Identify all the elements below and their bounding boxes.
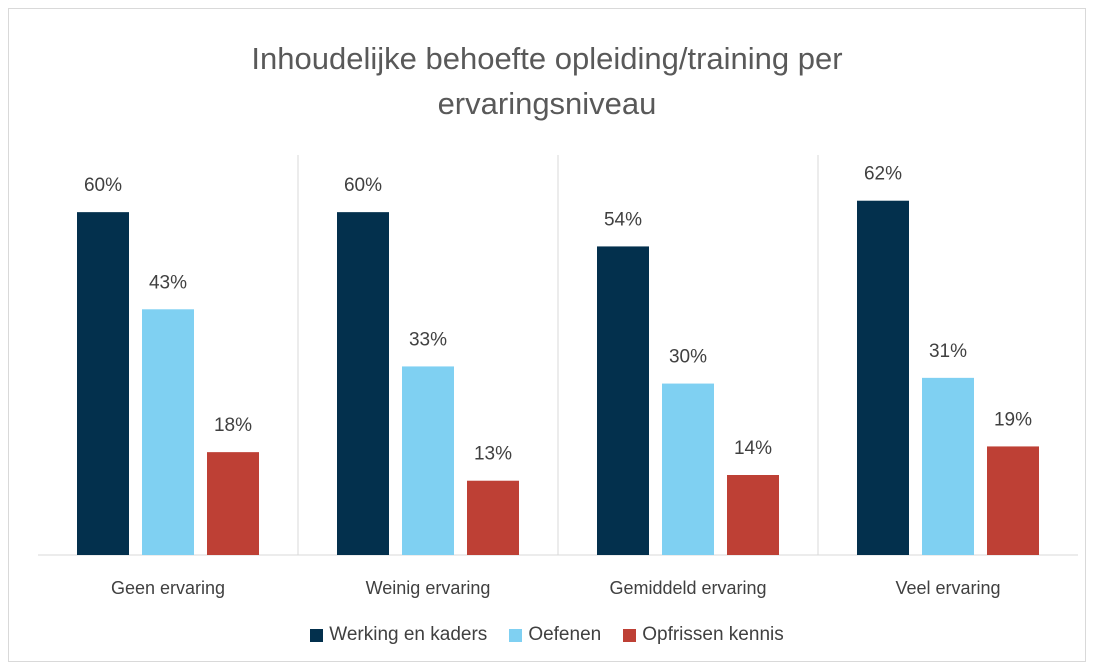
bar (662, 383, 714, 555)
legend-item: Oefenen (509, 624, 601, 646)
data-label: 30% (669, 347, 707, 368)
data-label: 14% (734, 438, 772, 459)
data-label: 31% (929, 341, 967, 362)
chart-title: Inhoudelijke behoefte opleiding/training… (251, 41, 843, 121)
bar (207, 452, 259, 555)
data-label: 18% (214, 415, 252, 436)
data-label: 60% (344, 175, 382, 196)
bar (77, 212, 129, 555)
legend-swatch (509, 628, 523, 642)
data-label: 60% (84, 175, 122, 196)
bar (727, 475, 779, 555)
legend-swatch (310, 628, 324, 642)
x-tick-label: Gemiddeld ervaring (609, 578, 766, 598)
data-label: 33% (409, 329, 447, 350)
x-tick-label: Weinig ervaring (366, 578, 491, 598)
legend-label: Oefenen (528, 624, 602, 645)
data-label: 62% (864, 164, 902, 185)
data-label: 54% (604, 209, 642, 230)
x-tick-label: Geen ervaring (111, 578, 225, 598)
legend-label: Opfrissen kennis (642, 624, 784, 645)
bar (467, 480, 519, 555)
data-label: 19% (994, 409, 1032, 430)
data-label: 43% (149, 272, 187, 293)
bar (142, 309, 194, 555)
data-label: 13% (474, 444, 512, 465)
bar (402, 366, 454, 555)
bar (922, 377, 974, 555)
legend-swatch (623, 628, 637, 642)
legend-item: Werking en kaders (310, 624, 487, 646)
legend: Werking en kaders Oefenen Opfrissen kennis (0, 624, 1094, 646)
bar (857, 200, 909, 555)
bar (597, 246, 649, 555)
legend-label: Werking en kaders (329, 624, 488, 645)
legend-item: Opfrissen kennis (623, 624, 784, 646)
bar (987, 446, 1039, 555)
bar (337, 212, 389, 555)
x-tick-label: Veel ervaring (895, 578, 1000, 598)
